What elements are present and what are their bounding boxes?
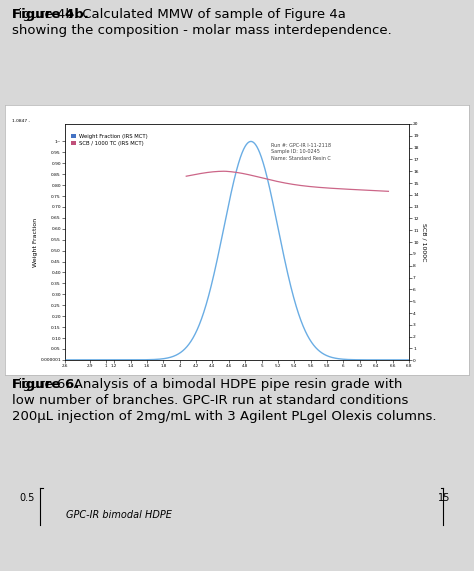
Text: Figure 6.: Figure 6.: [12, 379, 79, 392]
Text: Run #: GPC-IR I-11-2118
Sample ID: 10-0245
Name: Standard Resin C: Run #: GPC-IR I-11-2118 Sample ID: 10-02…: [272, 143, 331, 161]
Text: Figure 6. Analysis of a bimodal HDPE pipe resin grade with
low number of branche: Figure 6. Analysis of a bimodal HDPE pip…: [12, 379, 437, 424]
Text: 1.0847 -: 1.0847 -: [12, 119, 30, 123]
Y-axis label: Weight Fraction: Weight Fraction: [33, 218, 37, 267]
Y-axis label: SCB / 1000C: SCB / 1000C: [421, 223, 427, 262]
Text: 15: 15: [438, 493, 450, 503]
Text: Figure 4b.: Figure 4b.: [12, 9, 89, 21]
Text: GPC-IR bimodal HDPE: GPC-IR bimodal HDPE: [66, 510, 172, 520]
Text: Figure 4b. Calculated MMW of sample of Figure 4a
showing the composition - molar: Figure 4b. Calculated MMW of sample of F…: [12, 9, 392, 38]
Text: 0.5: 0.5: [19, 493, 34, 503]
Legend: Weight Fraction (IRS MCT), SCB / 1000 TC (IRS MCT): Weight Fraction (IRS MCT), SCB / 1000 TC…: [71, 134, 148, 146]
